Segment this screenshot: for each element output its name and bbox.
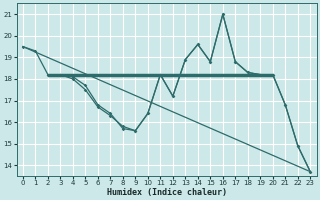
X-axis label: Humidex (Indice chaleur): Humidex (Indice chaleur) — [107, 188, 227, 197]
